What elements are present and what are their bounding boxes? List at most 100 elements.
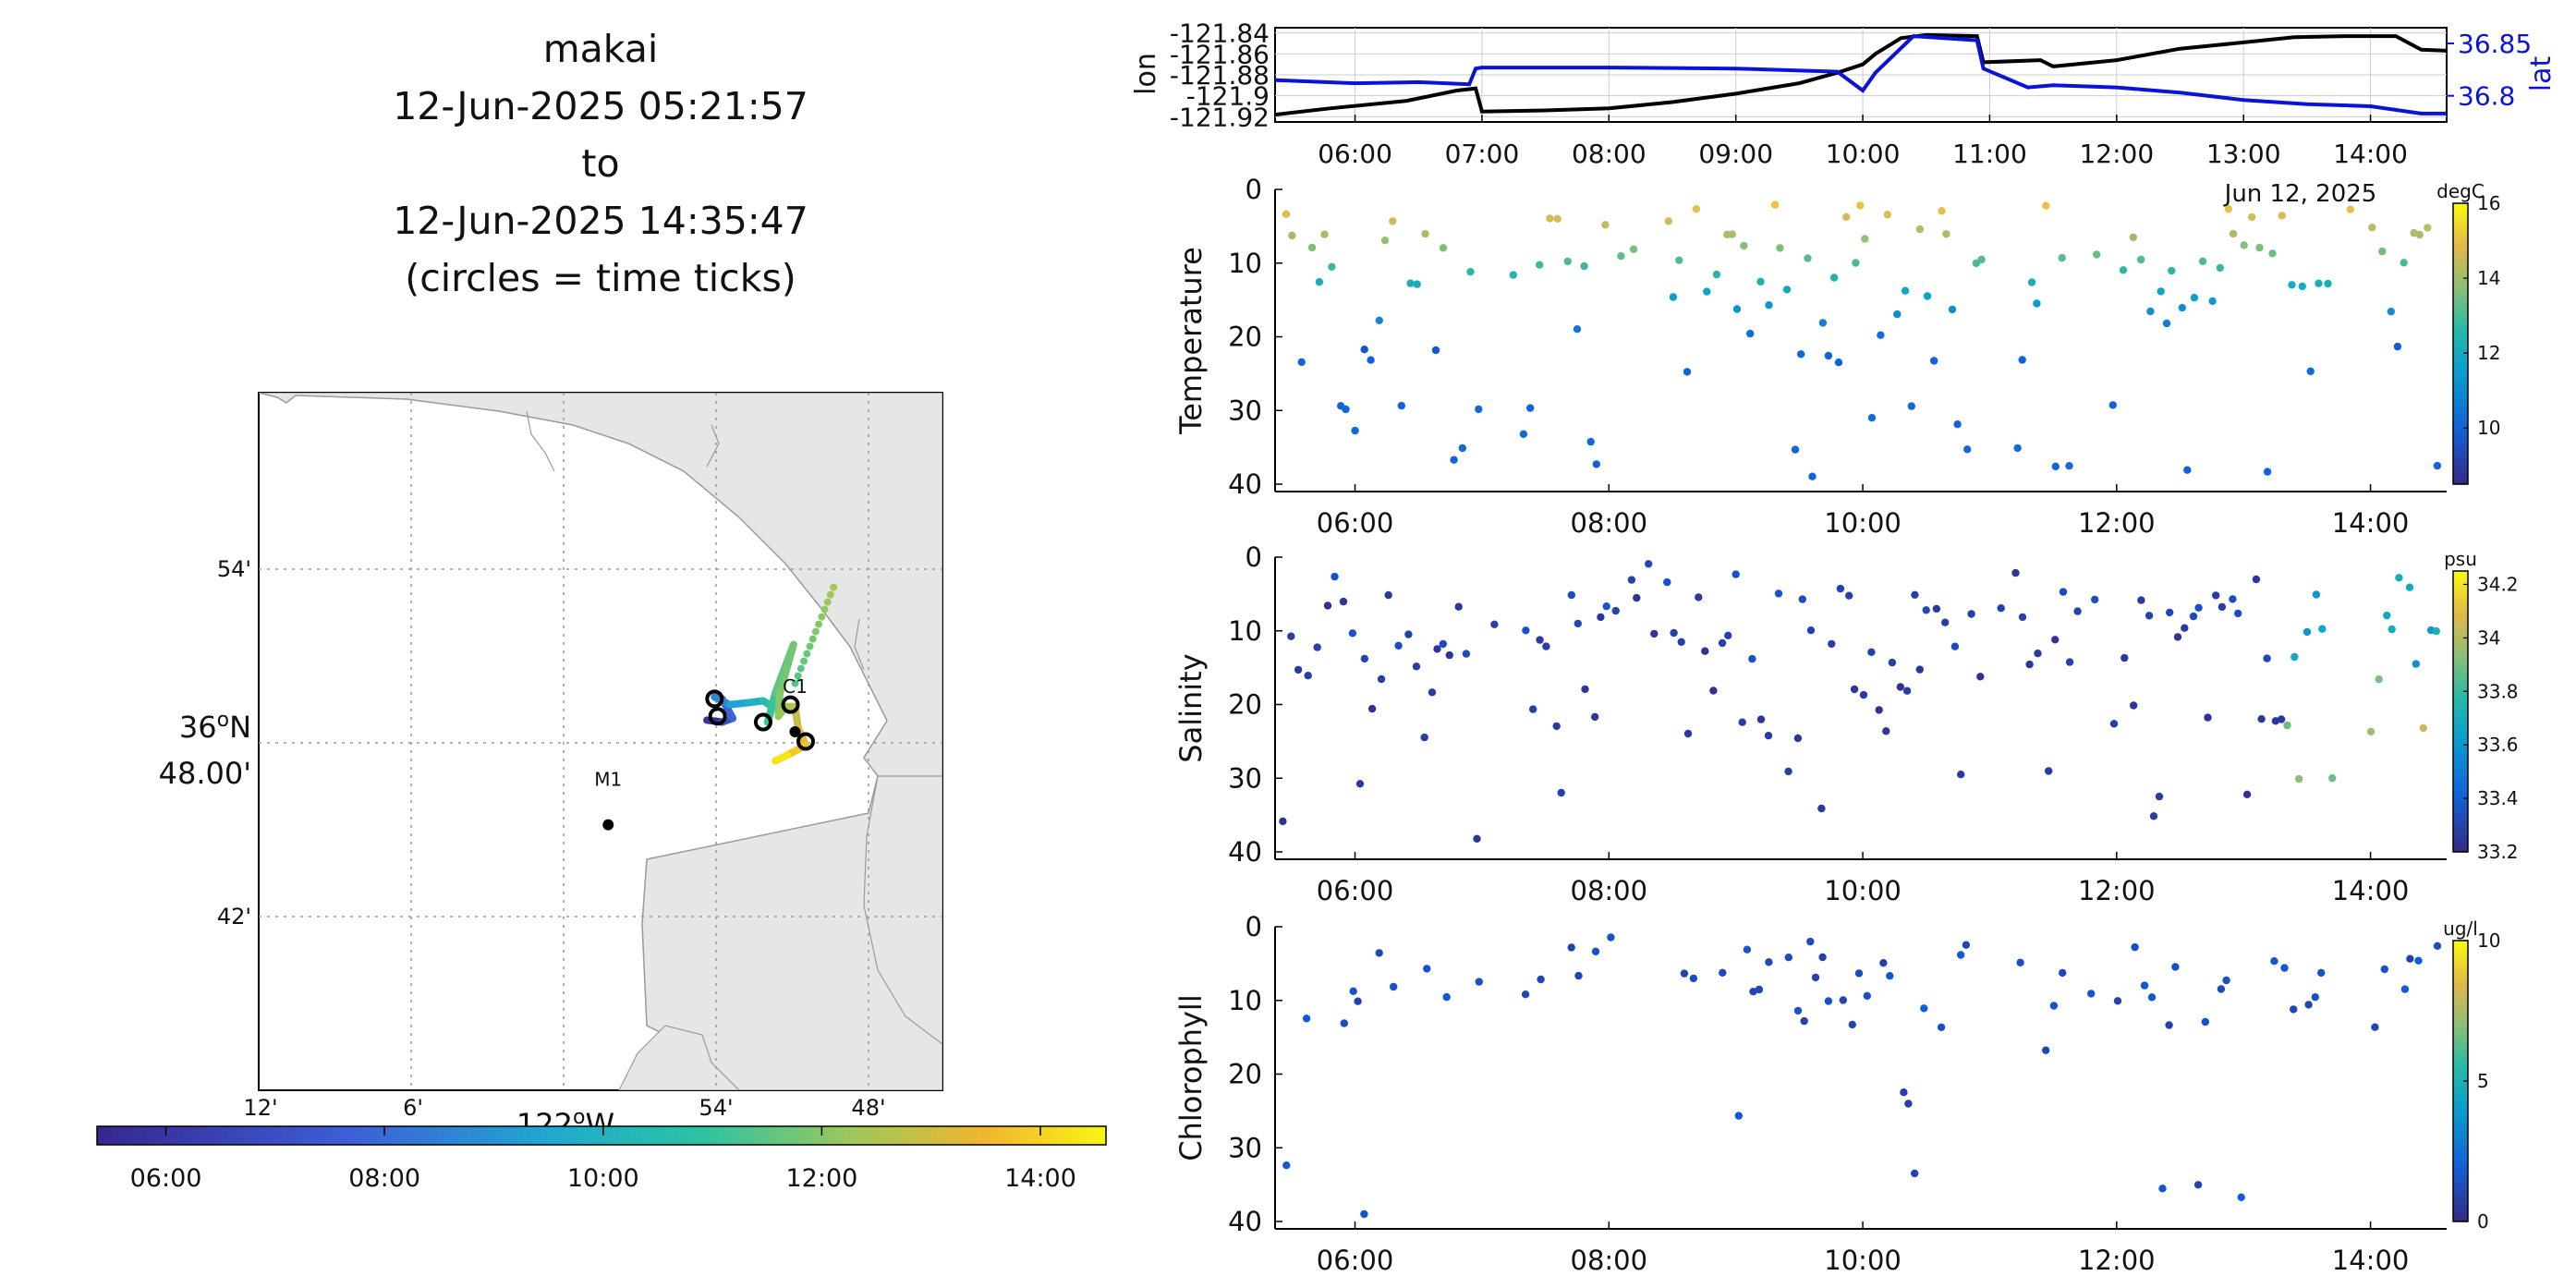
temperature-xtick-label: 12:00 bbox=[2078, 507, 2156, 539]
data-point bbox=[2150, 812, 2157, 820]
data-point bbox=[1683, 368, 1691, 375]
data-point bbox=[1845, 592, 1853, 600]
data-point bbox=[1282, 211, 1290, 218]
lonlat-xtick-label: 08:00 bbox=[1572, 139, 1646, 169]
data-point bbox=[1361, 346, 1368, 353]
mooring-marker bbox=[602, 820, 614, 831]
data-point bbox=[1876, 706, 1883, 713]
data-point bbox=[1628, 576, 1635, 583]
lonlat-right-tick: 36.8 bbox=[2458, 81, 2515, 112]
data-point bbox=[1537, 976, 1544, 983]
data-point bbox=[1591, 713, 1598, 721]
data-point bbox=[2208, 298, 2216, 305]
data-point bbox=[1732, 570, 1740, 577]
data-point bbox=[1817, 805, 1825, 812]
data-point bbox=[2141, 981, 2148, 989]
map-xtick-4: 48' bbox=[851, 1095, 885, 1121]
data-point bbox=[2045, 767, 2052, 774]
data-point bbox=[1953, 420, 1961, 428]
data-point bbox=[1340, 598, 1347, 605]
data-point bbox=[1794, 735, 1802, 742]
data-point bbox=[1879, 959, 1887, 966]
data-point bbox=[1601, 221, 1609, 228]
data-point bbox=[1432, 346, 1440, 354]
temperature-points bbox=[1282, 200, 2441, 480]
data-point bbox=[1360, 1210, 1367, 1218]
track-dot bbox=[820, 606, 828, 614]
track-dot bbox=[818, 614, 825, 621]
data-point bbox=[1851, 686, 1858, 693]
data-point bbox=[1303, 1015, 1310, 1022]
data-point bbox=[2060, 588, 2067, 595]
data-point bbox=[1797, 350, 1804, 358]
salinity-xtick-label: 08:00 bbox=[1571, 875, 1648, 906]
track-dot bbox=[812, 628, 820, 636]
data-point bbox=[2156, 793, 2163, 800]
salinity-ytick-label: 40 bbox=[1228, 836, 1262, 868]
data-point bbox=[1476, 978, 1483, 985]
data-point bbox=[2406, 584, 2413, 591]
chlorophyll-ylabel: Chlorophyll bbox=[1173, 994, 1209, 1160]
data-point bbox=[1316, 278, 1323, 286]
data-point bbox=[1376, 949, 1383, 956]
data-point bbox=[1860, 691, 1867, 699]
data-point bbox=[1406, 279, 1414, 286]
lonlat-xtick-label: 06:00 bbox=[1318, 139, 1392, 169]
data-point bbox=[1784, 768, 1792, 775]
data-point bbox=[1342, 406, 1349, 413]
data-point bbox=[1957, 951, 1964, 958]
data-point bbox=[1868, 414, 1876, 421]
data-point bbox=[2304, 1001, 2312, 1008]
data-point bbox=[1279, 818, 1286, 825]
chlorophyll-xtick-label: 06:00 bbox=[1317, 1245, 1394, 1276]
data-point bbox=[1320, 231, 1328, 238]
data-point bbox=[1684, 730, 1692, 737]
data-point bbox=[2347, 206, 2354, 213]
map-colorbar-tick-label: 08:00 bbox=[348, 1164, 420, 1193]
data-point bbox=[2268, 249, 2276, 257]
data-point bbox=[2229, 595, 2236, 602]
data-point bbox=[1633, 594, 1640, 601]
data-point bbox=[1806, 938, 1814, 945]
data-point bbox=[1356, 780, 1364, 787]
data-point bbox=[2378, 248, 2386, 255]
data-point bbox=[2313, 590, 2320, 598]
temperature-colorbar bbox=[2453, 203, 2468, 484]
data-point bbox=[2434, 462, 2441, 469]
data-point bbox=[1792, 445, 1799, 453]
data-point bbox=[2120, 266, 2127, 273]
data-point bbox=[1597, 614, 1604, 621]
map-colorbar-tick-label: 14:00 bbox=[1004, 1164, 1076, 1193]
data-point bbox=[1423, 965, 1430, 972]
data-point bbox=[2059, 969, 2066, 977]
data-point bbox=[1398, 402, 1405, 409]
data-point bbox=[1808, 473, 1816, 480]
data-point bbox=[2093, 250, 2100, 258]
data-point bbox=[2248, 213, 2255, 221]
data-point bbox=[1603, 602, 1610, 610]
salinity-xtick-label: 12:00 bbox=[2078, 875, 2156, 906]
data-point bbox=[1404, 630, 1412, 638]
data-point bbox=[2065, 462, 2072, 469]
temperature-colorbar-tick-label: 14 bbox=[2477, 267, 2500, 289]
track-segment bbox=[775, 755, 787, 760]
data-point bbox=[2171, 963, 2179, 970]
data-point bbox=[1367, 357, 1374, 364]
lonlat-xtick-label: 11:00 bbox=[1952, 139, 2027, 169]
data-point bbox=[1951, 643, 1959, 650]
map-colorbar-tick-label: 12:00 bbox=[785, 1164, 857, 1193]
data-point bbox=[1314, 643, 1321, 650]
data-point bbox=[2191, 294, 2198, 301]
data-point bbox=[2420, 724, 2427, 732]
salinity-colorbar-tick-label: 34 bbox=[2477, 626, 2500, 649]
data-point bbox=[2019, 356, 2026, 363]
data-point bbox=[1765, 732, 1772, 739]
data-point bbox=[1949, 306, 1956, 313]
track-dot bbox=[806, 643, 813, 650]
data-point bbox=[1830, 273, 1838, 281]
date-label: Jun 12, 2025 bbox=[2223, 180, 2377, 208]
data-point bbox=[2066, 658, 2073, 665]
data-point bbox=[2283, 722, 2290, 729]
chlorophyll-xtick-label: 10:00 bbox=[1824, 1245, 1902, 1276]
map-colorbar-bar bbox=[97, 1126, 1106, 1145]
